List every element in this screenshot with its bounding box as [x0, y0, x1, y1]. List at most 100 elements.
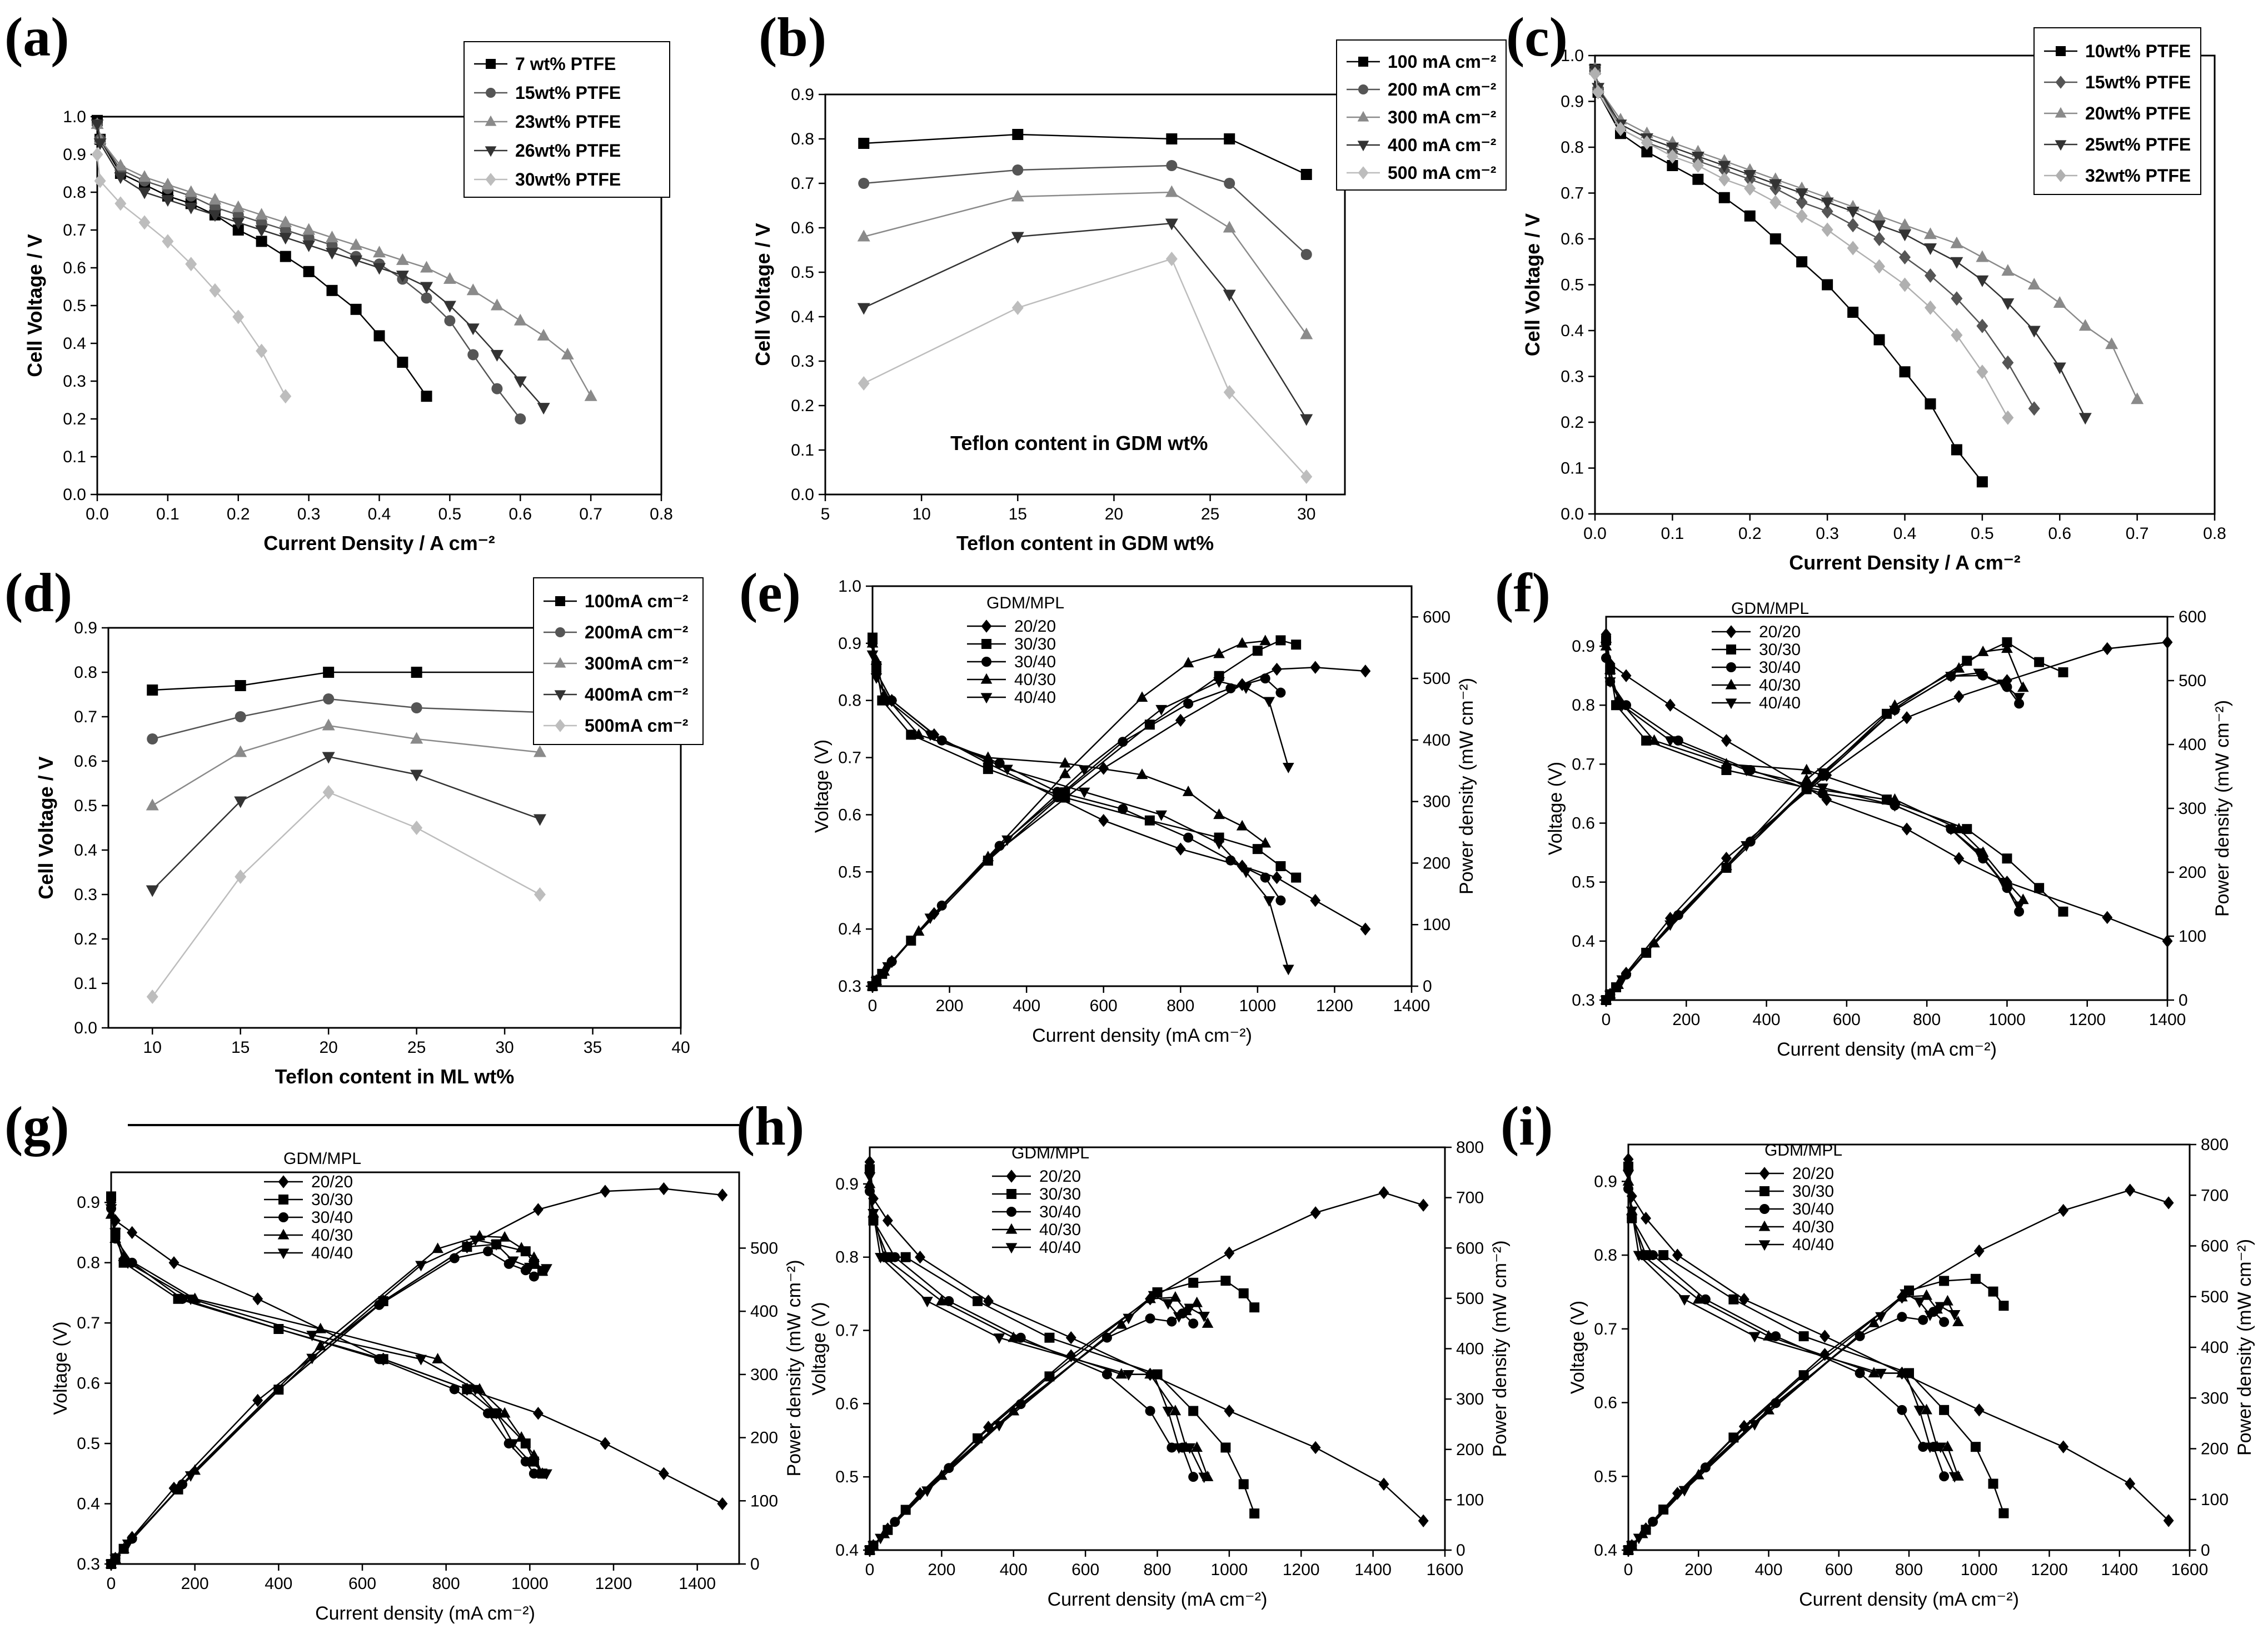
- legend-label-d: 500mA cm⁻²: [585, 716, 688, 736]
- legend-label-e: 20/20: [1014, 617, 1056, 636]
- power-point-e-4: [882, 962, 894, 973]
- x-tick-label-g: 1400: [679, 1575, 716, 1593]
- data-point-f-0: [1664, 698, 1676, 712]
- power-point-f-0: [2102, 642, 2113, 656]
- data-point-d-0: [323, 667, 335, 678]
- data-point-e-4: [870, 673, 883, 684]
- data-point-c-3: [1821, 197, 1834, 209]
- power-point-f-2: [1673, 910, 1683, 921]
- power-point-f-3: [1953, 662, 1965, 673]
- y2-axis-label-f: Power density (mW cm⁻²): [2212, 700, 2233, 917]
- data-point-h-2: [1188, 1472, 1199, 1482]
- power-point-e-3: [1213, 647, 1225, 658]
- legend-label-f: 20/20: [1759, 623, 1801, 641]
- power-point-i-4: [1913, 1297, 1926, 1308]
- data-point-d-1: [411, 702, 422, 713]
- data-point-f-4: [1997, 878, 2009, 888]
- legend-marker-i: [1759, 1186, 1769, 1196]
- legend-label-f: 30/30: [1759, 641, 1801, 659]
- data-point-c-3: [2001, 298, 2015, 310]
- panel-label-i: (i): [1501, 1095, 1553, 1157]
- data-point-e-0: [1098, 814, 1109, 827]
- x-axis-label-e: Current density (mA cm⁻²): [1032, 1025, 1252, 1046]
- data-point-i-3: [1868, 1367, 1880, 1378]
- data-point-a-4: [94, 173, 106, 188]
- power-point-i-3: [1763, 1403, 1774, 1415]
- chart-c: 0.0 0.1 0.2 0.3 0.4 0.5 0.6 0.7 0.8 0.0 0.1 0.2 0.3 0…: [1521, 27, 2226, 574]
- y2-tick-label-h: 500: [1456, 1290, 1484, 1308]
- data-point-a-4: [280, 389, 292, 404]
- data-point-d-0: [411, 667, 422, 678]
- y-tick-label-i: 0.7: [1594, 1320, 1617, 1338]
- data-point-c-3: [1898, 229, 1911, 242]
- y-axis-label-i: Voltage (V): [1567, 1301, 1588, 1394]
- power-point-h-2: [1188, 1318, 1199, 1329]
- power-point-i-2: [1648, 1516, 1658, 1527]
- data-point-g-0: [168, 1256, 180, 1270]
- legend-marker-e: [980, 693, 993, 704]
- data-point-c-4: [1589, 67, 1601, 81]
- data-point-b-3: [857, 303, 870, 315]
- data-point-b-4: [1300, 469, 1313, 484]
- y-tick-label-e: 0.5: [838, 863, 861, 881]
- legend-label-d: 400mA cm⁻²: [585, 684, 688, 704]
- power-point-f-1: [1882, 708, 1892, 719]
- power-point-g-4: [306, 1353, 318, 1365]
- data-point-f-4: [1889, 801, 1901, 812]
- data-point-f-4: [1973, 848, 1985, 859]
- legend-marker-i: [1758, 1240, 1771, 1251]
- data-point-b-0: [1224, 133, 1235, 144]
- legend-title-i: GDM/MPL: [1764, 1141, 1842, 1160]
- data-point-i-4: [1900, 1368, 1912, 1380]
- x-tick-label-h: 400: [1000, 1561, 1028, 1579]
- power-point-f-4: [1997, 679, 2009, 690]
- data-point-d-2: [410, 732, 423, 744]
- x-axis-label-f: Current density (mA cm⁻²): [1777, 1039, 1997, 1060]
- data-point-i-1: [1623, 1161, 1633, 1172]
- y-tick-label-h: 0.9: [835, 1175, 859, 1193]
- legend-label-i: 30/30: [1792, 1182, 1834, 1201]
- data-point-c-0: [1692, 173, 1704, 185]
- power-point-h-0: [1224, 1246, 1235, 1260]
- data-point-a-0: [280, 251, 291, 262]
- power-point-i-0: [1820, 1348, 1830, 1361]
- power-point-i-4: [1748, 1420, 1761, 1431]
- data-point-d-4: [534, 887, 546, 902]
- y-tick-label-a: 0.6: [63, 259, 86, 277]
- legend-marker-f: [1726, 625, 1737, 638]
- x-tick-label-e: 600: [1090, 997, 1118, 1015]
- data-point-f-3: [1953, 822, 1965, 833]
- data-point-f-0: [2102, 911, 2113, 925]
- data-point-a-2: [396, 253, 409, 265]
- plot-frame-g: [110, 1171, 740, 1565]
- data-point-c-0: [1641, 146, 1653, 158]
- data-point-g-4: [524, 1457, 536, 1468]
- legend-label-b: 400 mA cm⁻²: [1388, 135, 1496, 155]
- data-point-h-3: [1169, 1405, 1182, 1416]
- legend-marker-d: [555, 719, 566, 732]
- y-tick-label-b: 0.6: [791, 219, 814, 237]
- y-tick-label-d: 0.0: [74, 1019, 97, 1037]
- data-point-a-2: [537, 328, 550, 341]
- series-a-4: [91, 147, 292, 404]
- y2-tick-label-i: 500: [2201, 1288, 2229, 1306]
- power-point-h-4: [875, 1533, 886, 1545]
- legend-label-h: 40/30: [1039, 1221, 1081, 1239]
- data-point-b-3: [1223, 289, 1236, 302]
- data-point-f-1: [1962, 824, 1972, 835]
- data-point-e-4: [1078, 787, 1090, 798]
- data-point-h-2: [1101, 1369, 1112, 1380]
- x-axis-label-d: Teflon content in ML wt%: [275, 1065, 515, 1088]
- y-axis-label-g: Voltage (V): [50, 1321, 71, 1415]
- data-point-a-1: [444, 315, 456, 327]
- data-point-a-3: [138, 187, 151, 199]
- x-tick-label-i: 1400: [2101, 1561, 2138, 1579]
- data-point-i-4: [1748, 1332, 1761, 1343]
- data-point-c-4: [1976, 364, 1988, 379]
- legend-marker-h: [1005, 1223, 1018, 1234]
- y-tick-label-d: 0.4: [74, 841, 97, 860]
- power-point-g-3: [536, 1265, 549, 1276]
- data-point-e-3: [866, 637, 879, 648]
